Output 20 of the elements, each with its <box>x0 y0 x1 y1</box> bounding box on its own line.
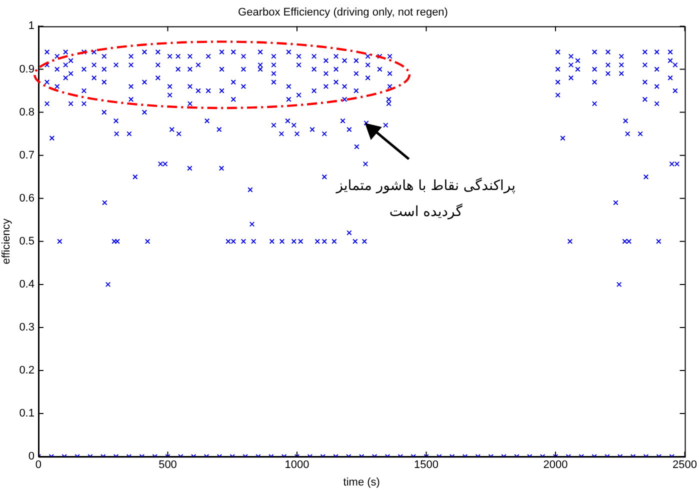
x-tick-label: 2500 <box>672 459 698 472</box>
x-tick-label: 2000 <box>543 459 568 472</box>
y-tick-label: 0.8 <box>19 106 34 118</box>
y-tick-label: 0.6 <box>19 192 34 204</box>
y-tick-label: 0.9 <box>19 63 34 76</box>
y-tick-label: 0 <box>28 450 34 463</box>
x-tick-label: 1000 <box>284 459 310 472</box>
y-tick-label: 0.3 <box>19 322 34 334</box>
y-tick-label: 0.5 <box>19 235 34 248</box>
x-tick-label: 1500 <box>414 459 438 472</box>
chart-title: Gearbox Efficiency (driving only, not regen) <box>238 6 448 19</box>
y-tick-label: 0.4 <box>19 278 34 290</box>
x-tick-label: 500 <box>158 459 177 472</box>
y-axis-title: efficiency <box>0 218 13 264</box>
y-tick-label: 0.2 <box>19 364 34 377</box>
x-axis-title: time (s) <box>343 476 380 488</box>
annotation: پراکندگی نقاط با هاشور متمایز گردیده است <box>334 176 517 222</box>
y-tick-label: 1 <box>28 20 34 32</box>
y-tick-label: 0.1 <box>19 408 34 420</box>
y-tick-label: 0.7 <box>19 149 34 162</box>
